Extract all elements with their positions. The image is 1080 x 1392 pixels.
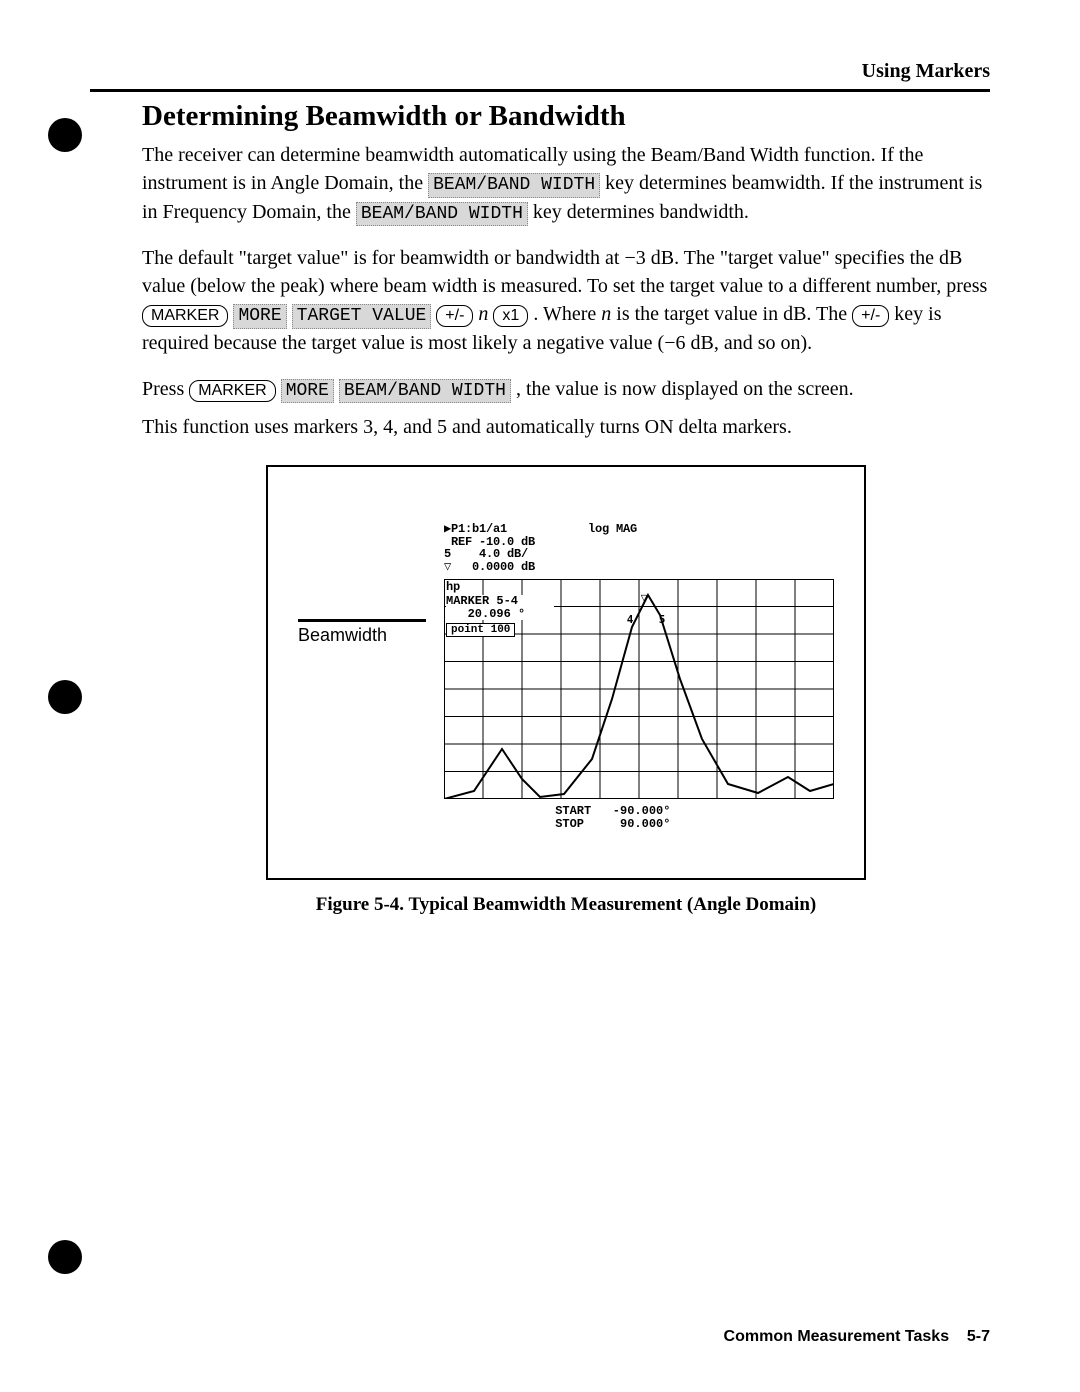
page: Using Markers Determining Beamwidth or B… — [0, 0, 1080, 1392]
header-section: Using Markers — [90, 60, 990, 83]
text: Press — [142, 378, 189, 400]
text: is the target value in dB. The — [616, 303, 852, 325]
point-readout: point 100 — [446, 623, 515, 637]
softkey-target-value: TARGET VALUE — [292, 304, 432, 329]
text: key determines bandwidth. — [533, 201, 749, 223]
hardkey-plus-minus: +/- — [436, 305, 473, 327]
paragraph-3: Press MARKER MORE BEAM/BAND WIDTH , the … — [142, 375, 990, 404]
marker-readout: MARKER 5-4 20.096 ° — [446, 595, 554, 620]
hardkey-plus-minus: +/- — [852, 305, 889, 327]
log-mag-label: log MAG — [588, 523, 637, 536]
hole-punch-dot — [48, 680, 82, 714]
softkey-beam-band-width: BEAM/BAND WIDTH — [356, 202, 528, 227]
paragraph-2: The default "target value" is for beamwi… — [142, 244, 990, 357]
hardkey-marker: MARKER — [189, 380, 275, 402]
text: The default "target value" is for beamwi… — [142, 247, 987, 297]
hole-punch-dot — [48, 1240, 82, 1274]
svg-text:4: 4 — [627, 613, 634, 626]
hole-punch-dot — [48, 118, 82, 152]
trace-header-text: ▶P1:b1/a1 REF -10.0 dB 5 4.0 dB/ ▽ 0.000… — [444, 523, 535, 573]
footer-text: Common Measurement Tasks — [724, 1328, 950, 1345]
variable-n: n — [601, 303, 611, 325]
footer-page-number: 5-7 — [967, 1328, 990, 1345]
softkey-beam-band-width: BEAM/BAND WIDTH — [339, 379, 511, 404]
footer: Common Measurement Tasks 5-7 — [724, 1328, 990, 1346]
beamwidth-rule — [298, 619, 426, 622]
start-stop-readout: START -90.000° STOP 90.000° — [548, 805, 670, 830]
softkey-beam-band-width: BEAM/BAND WIDTH — [428, 173, 600, 198]
page-title: Determining Beamwidth or Bandwidth — [142, 100, 990, 133]
svg-text:▽: ▽ — [641, 591, 648, 604]
variable-n: n — [478, 303, 488, 325]
hardkey-marker: MARKER — [142, 305, 228, 327]
text: , the value is now displayed on the scre… — [516, 378, 854, 400]
softkey-more: MORE — [281, 379, 334, 404]
text: . Where — [533, 303, 601, 325]
content-block: Determining Beamwidth or Bandwidth The r… — [142, 100, 990, 916]
horizontal-rule — [90, 89, 990, 92]
figure-caption: Figure 5-4. Typical Beamwidth Measuremen… — [142, 894, 990, 916]
paragraph-4: This function uses markers 3, 4, and 5 a… — [142, 413, 990, 441]
svg-text:5: 5 — [659, 613, 666, 626]
figure-box: Beamwidth ▶P1:b1/a1 REF -10.0 dB 5 4.0 d… — [266, 465, 866, 880]
softkey-more: MORE — [233, 304, 286, 329]
hardkey-x1: x1 — [493, 305, 528, 327]
beamwidth-label: Beamwidth — [298, 625, 387, 646]
paragraph-1: The receiver can determine beamwidth aut… — [142, 141, 990, 226]
